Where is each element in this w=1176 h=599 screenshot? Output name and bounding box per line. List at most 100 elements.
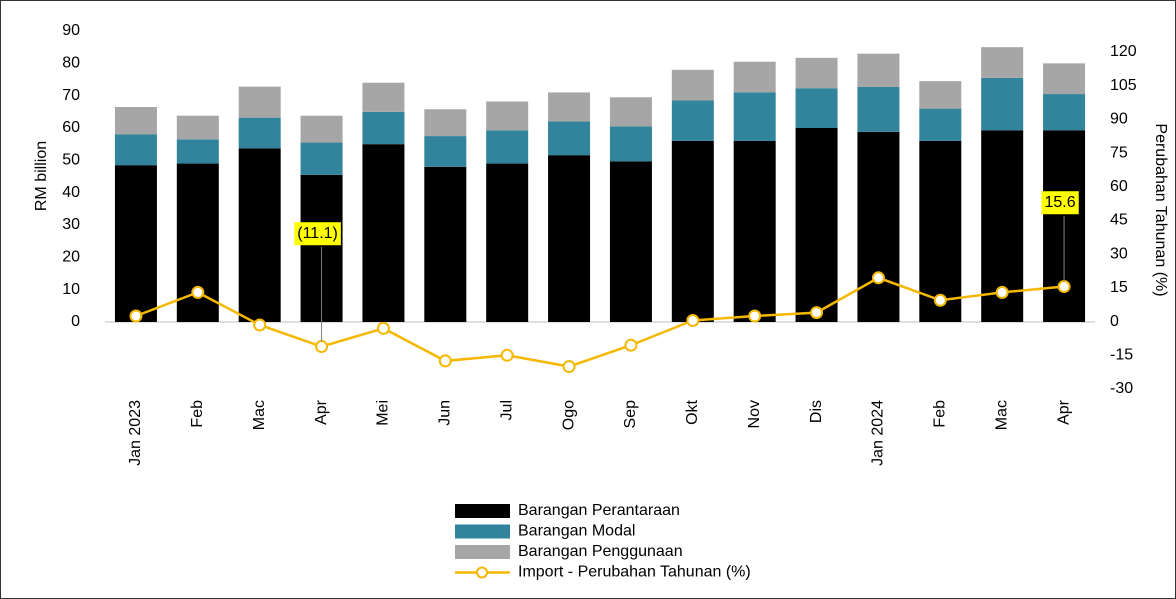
line-point <box>995 285 1009 299</box>
legend-marker <box>476 566 488 579</box>
y2-tick-label: 120 <box>1110 43 1137 60</box>
y-tick-label: 60 <box>62 119 80 136</box>
y2-tick-label: 45 <box>1110 212 1128 229</box>
bar <box>486 101 529 131</box>
line-point <box>624 338 638 352</box>
bar <box>671 69 714 101</box>
x-tick-label: Jun <box>437 400 454 426</box>
x-tick-label: Apr <box>1055 399 1072 425</box>
y-tick-label: 90 <box>62 22 80 39</box>
x-tick-label: Ogo <box>560 400 577 430</box>
line-point <box>748 309 762 323</box>
y-tick-label: 0 <box>71 313 80 330</box>
bar <box>300 115 343 143</box>
data-label: 15.6 <box>1044 194 1075 211</box>
y-tick-label: 80 <box>62 55 80 72</box>
bar <box>548 155 591 322</box>
legend-swatch <box>455 524 510 539</box>
bar <box>795 128 838 322</box>
bar <box>1043 63 1086 95</box>
bar <box>919 140 962 322</box>
bar <box>176 115 219 140</box>
line-point <box>810 306 824 320</box>
bar <box>857 131 900 322</box>
bar <box>733 140 776 322</box>
x-tick-label: Mac <box>251 400 268 430</box>
y2-tick-label: 0 <box>1110 313 1119 330</box>
y-tick-label: 70 <box>62 87 80 104</box>
y2-tick-label: 75 <box>1110 144 1128 161</box>
x-tick-label: Jan 2024 <box>870 400 887 466</box>
line-point <box>562 360 576 374</box>
x-tick-label: Feb <box>189 400 206 428</box>
bar <box>671 140 714 322</box>
bar <box>176 139 219 164</box>
legend-swatch <box>455 545 510 559</box>
bar <box>981 77 1024 131</box>
y2-tick-label: 30 <box>1110 245 1128 262</box>
bar <box>238 117 281 149</box>
legend-label: Import - Perubahan Tahunan (%) <box>518 564 751 581</box>
bar <box>548 121 591 156</box>
bar <box>609 161 652 322</box>
bar <box>1043 94 1086 131</box>
x-tick-label: Feb <box>932 400 949 428</box>
x-tick-label: Mei <box>375 400 392 426</box>
bar <box>795 57 838 89</box>
y-tick-label: 40 <box>62 184 80 201</box>
x-tick-label: Dis <box>808 400 825 423</box>
line-point <box>376 321 390 335</box>
legend-label: Barangan Perantaraan <box>518 502 680 519</box>
line-point <box>500 348 514 362</box>
legend-label: Barangan Penggunaan <box>518 543 683 560</box>
line-point <box>129 309 143 323</box>
bar <box>114 106 157 135</box>
data-label-box <box>294 222 341 246</box>
bar <box>857 86 900 132</box>
data-label-box <box>1041 191 1079 215</box>
x-tick-label: Jan 2023 <box>127 400 144 466</box>
bar <box>486 163 529 322</box>
bar <box>238 148 281 322</box>
line-point <box>438 354 452 368</box>
bar <box>857 53 900 87</box>
bar <box>609 97 652 127</box>
bar <box>795 88 838 128</box>
bar <box>919 108 962 141</box>
y2-tick-label: -30 <box>1110 380 1133 397</box>
line-point <box>191 285 205 299</box>
bar <box>733 61 776 93</box>
line-point <box>686 313 700 327</box>
bar <box>486 130 529 164</box>
bar <box>609 126 652 162</box>
y-tick-label: 50 <box>62 152 80 169</box>
legend-label: Barangan Modal <box>518 523 635 540</box>
x-tick-label: Sep <box>622 400 639 429</box>
y-tick-label: 30 <box>62 216 80 233</box>
x-tick-label: Apr <box>313 399 330 425</box>
y-tick-label: 20 <box>62 249 80 266</box>
y2-axis-title: Perubahan Tahunan (%) <box>1152 123 1169 296</box>
y-axis-title: RM billion <box>33 141 50 211</box>
bar <box>733 92 776 141</box>
line-point <box>871 271 885 285</box>
y2-tick-label: 60 <box>1110 178 1128 195</box>
x-tick-label: Okt <box>684 399 701 424</box>
y2-tick-label: 15 <box>1110 279 1128 296</box>
line-point <box>933 293 947 307</box>
x-tick-label: Jul <box>498 400 515 420</box>
bar <box>362 144 405 322</box>
bar <box>362 111 405 145</box>
line-point <box>315 340 329 354</box>
bar <box>424 136 467 167</box>
line-point <box>253 318 267 332</box>
bar <box>114 134 157 166</box>
y2-tick-label: 105 <box>1110 77 1137 94</box>
legend-swatch <box>455 504 510 518</box>
bar <box>114 165 157 322</box>
bar <box>424 109 467 137</box>
bar <box>671 100 714 141</box>
data-label: (11.1) <box>297 225 338 242</box>
line-point <box>1057 280 1071 294</box>
